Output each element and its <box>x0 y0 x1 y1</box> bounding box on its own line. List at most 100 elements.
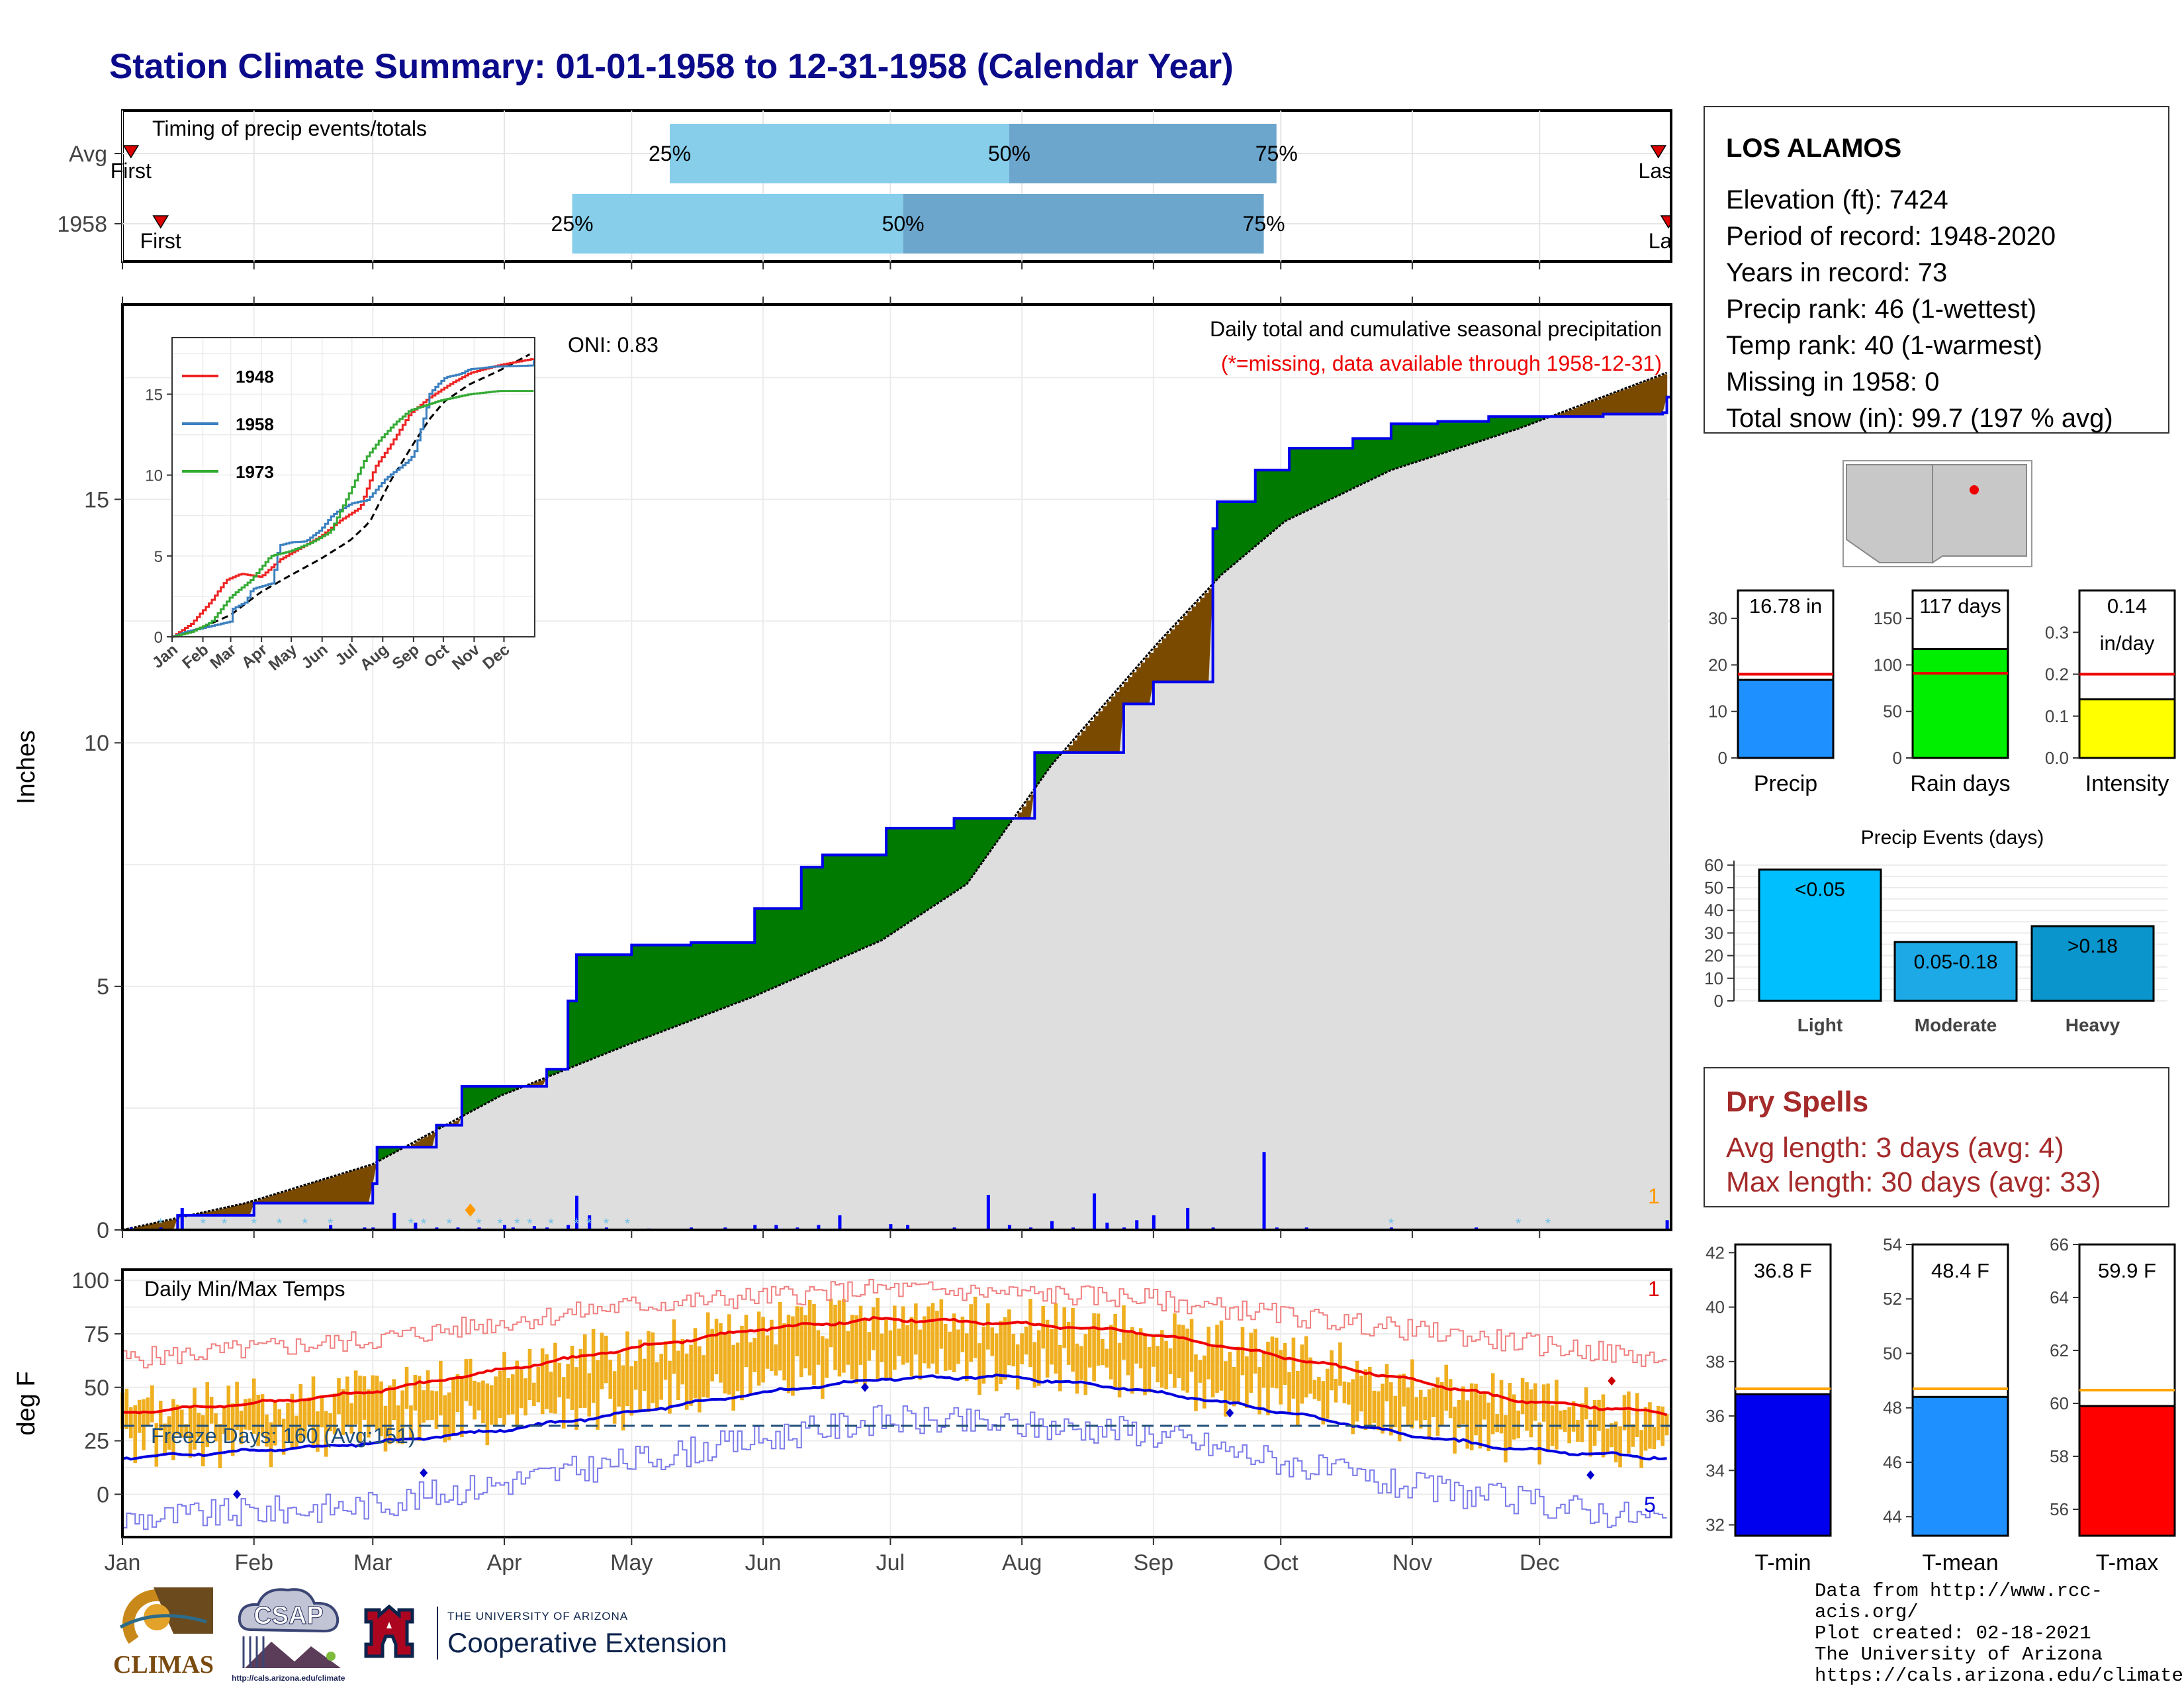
inset-legend-label: 1948 <box>236 367 274 387</box>
temp-bar-tick-label: 38 <box>1706 1352 1725 1372</box>
temp-bar-label: T-mean <box>1922 1550 1998 1575</box>
dry-spells-max: Max length: 30 days (avg: 33) <box>1726 1166 2101 1198</box>
month-label: Sep <box>1134 1550 1174 1575</box>
timing-row-label: Avg <box>69 142 107 167</box>
temp-bar-label: T-min <box>1755 1550 1811 1575</box>
event-bar-heavy <box>2030 925 2155 1002</box>
temp-bar-tick-label: 64 <box>2050 1288 2069 1307</box>
precip-ytick-label: 15 <box>84 487 109 512</box>
snow-marker: * <box>201 1215 206 1232</box>
events-tick-label: 20 <box>1704 946 1723 966</box>
summary-bar-tick-label: 100 <box>1874 655 1902 675</box>
station-location-marker <box>1970 485 1979 494</box>
summary-bar-label: Rain days <box>1910 771 2010 796</box>
temp-bar-t-min <box>1734 1393 1832 1537</box>
month-label: Nov <box>1392 1550 1432 1575</box>
timing-first-label: First <box>111 159 152 183</box>
ua-logo[interactable]: THE UNIVERSITY OF ARIZONA Cooperative Ex… <box>363 1603 747 1669</box>
daily-precip-bar <box>1262 1152 1266 1230</box>
snow-marker: * <box>1545 1215 1551 1232</box>
timing-first-marker <box>122 145 140 159</box>
month-label: Dec <box>1520 1550 1559 1575</box>
summary-bar-tick-label: 30 <box>1708 608 1727 628</box>
summary-bar-value: 0.14 <box>2107 594 2147 618</box>
temp-bar-label: T-max <box>2096 1550 2158 1575</box>
timing-first-label: First <box>140 229 181 253</box>
daily-temp-range-bars <box>120 1296 1669 1468</box>
temp-bar-tick-label: 52 <box>1883 1289 1902 1309</box>
daily-precip-bar <box>1665 1220 1669 1230</box>
summary-bar-tick-label: 0.3 <box>2045 622 2069 642</box>
snow-marker: * <box>251 1215 257 1232</box>
event-bar-value: <0.05 <box>1795 879 1845 901</box>
inset-ytick-label: 15 <box>145 387 163 404</box>
station-info-line: Elevation (ft): 7424 <box>1726 185 1948 214</box>
timing-first-marker <box>152 215 169 229</box>
climas-logo[interactable]: CLIMAS <box>107 1581 220 1687</box>
inset-ytick-label: 5 <box>154 548 163 566</box>
credits: Data from http://www.rcc-acis.org/ Plot … <box>1815 1581 2184 1687</box>
daily-precip-bar <box>906 1225 910 1230</box>
temps-ytick-label: 25 <box>84 1429 109 1454</box>
csap-cloud-icon <box>238 1588 341 1668</box>
snow-marker: * <box>158 1215 163 1232</box>
event-bar-label: Light <box>1797 1015 1843 1035</box>
temp-bar-tick-label: 58 <box>2050 1446 2069 1466</box>
snow-marker: * <box>408 1215 414 1232</box>
event-bar-value: >0.18 <box>2068 935 2118 957</box>
events-tick-label: 60 <box>1704 855 1723 875</box>
daily-precip-bar <box>567 1225 570 1230</box>
oni-label: ONI: 0.83 <box>568 333 659 357</box>
month-label: Oct <box>1263 1550 1298 1575</box>
daily-precip-bar <box>180 1207 184 1230</box>
ua-divider <box>437 1607 438 1660</box>
events-tick-label: 10 <box>1704 968 1723 988</box>
summary-bar-tick-label: 150 <box>1874 608 1902 628</box>
ua-a-icon <box>364 1604 414 1658</box>
event-bar-value: 0.05-0.18 <box>1914 951 1998 973</box>
temp-record-marker <box>1586 1470 1595 1480</box>
daily-precip-bar <box>817 1225 821 1230</box>
missing-marker <box>465 1203 476 1217</box>
daily-precip-bar <box>986 1195 990 1230</box>
inset-average-line <box>171 353 531 638</box>
timing-quartile-label: 75% <box>1243 212 1285 236</box>
daily-precip-bar <box>1152 1215 1156 1230</box>
snow-marker: * <box>574 1215 580 1232</box>
precip-frame <box>121 303 1672 1231</box>
temp-bar-tick-label: 50 <box>1883 1343 1902 1363</box>
snow-marker: * <box>277 1215 283 1232</box>
temps-ylabel: deg F <box>13 1371 40 1435</box>
station-info-line: Total snow (in): 99.7 (197 % avg) <box>1726 404 2113 433</box>
ua-small-text: THE UNIVERSITY OF ARIZONA <box>447 1610 629 1622</box>
temp-bar-tick-label: 66 <box>2050 1235 2069 1254</box>
temp-record-marker <box>1608 1376 1616 1386</box>
csap-logo-text: CSAP <box>253 1602 324 1630</box>
daily-precip-bar <box>1093 1193 1097 1230</box>
average-cumulative-fill <box>122 397 1671 1230</box>
inset-legend-label: 1958 <box>236 414 274 434</box>
snow-marker: * <box>514 1215 520 1232</box>
csap-logo[interactable]: CSAP http://cals.arizona.edu/climate <box>232 1583 351 1686</box>
month-label: Apr <box>487 1550 522 1575</box>
snow-marker: * <box>302 1215 308 1232</box>
record-max-line <box>122 1278 1667 1369</box>
inset-ytick-label: 10 <box>145 467 163 485</box>
temp-bar-tick-label: 56 <box>2050 1499 2069 1519</box>
timing-bar-q50-q75 <box>903 194 1264 254</box>
daily-temps-panel: 0 25 50 75 100 deg F Daily Min/Max Temps Freeze… <box>13 1268 1672 1538</box>
summary-bar-tick-label: 0.1 <box>2045 706 2069 726</box>
temps-label: Daily Min/Max Temps <box>144 1277 345 1301</box>
daily-precip-bar <box>753 1225 757 1230</box>
daily-precip-bar <box>1007 1225 1011 1230</box>
temp-bar-tick-label: 44 <box>1883 1507 1902 1526</box>
temps-ytick-label: 0 <box>97 1482 109 1507</box>
snow-marker: * <box>328 1215 334 1232</box>
daily-precip-bar <box>838 1215 842 1230</box>
average-cumulative-line <box>122 371 1668 1231</box>
temp-bar-tick-label: 46 <box>1883 1452 1902 1472</box>
daily-precip-bar <box>329 1225 333 1230</box>
snow-marker: * <box>1388 1215 1394 1232</box>
station-info-line: Period of record: 1948-2020 <box>1726 222 2056 251</box>
